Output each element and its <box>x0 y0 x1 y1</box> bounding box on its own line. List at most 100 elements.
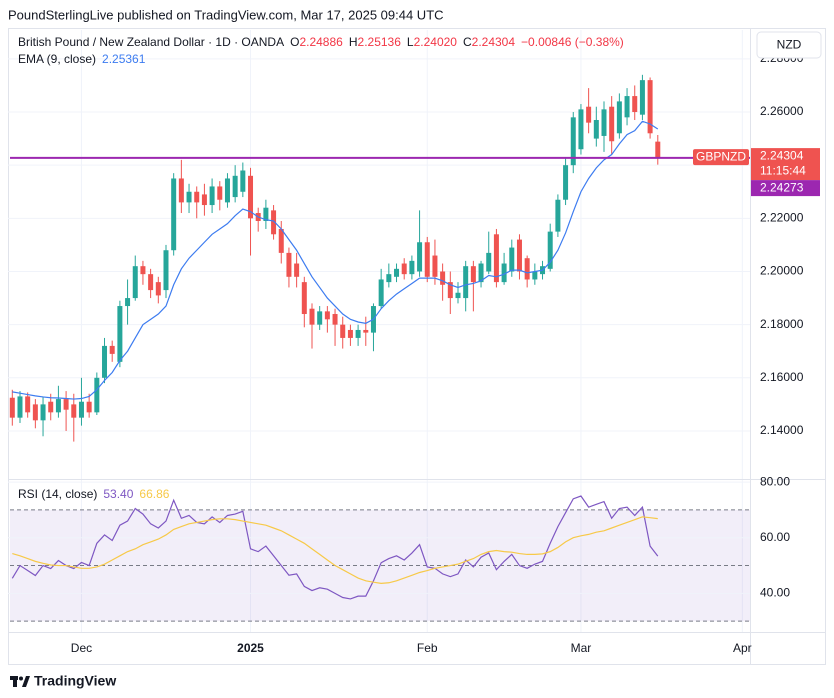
symbol-tag <box>693 149 749 166</box>
candle-body <box>25 396 31 413</box>
ema-line <box>12 120 659 400</box>
candle-body <box>232 175 238 198</box>
ohlc-key: C <box>463 35 472 49</box>
candle-body <box>186 191 192 203</box>
candle-body <box>655 141 661 158</box>
candle-body <box>286 252 292 277</box>
rsi-value: 66.86 <box>139 487 169 501</box>
candle-body <box>201 194 207 206</box>
candle-body <box>171 178 177 251</box>
candle-body <box>401 263 407 275</box>
candle-body <box>363 329 369 333</box>
candle-body <box>593 119 599 139</box>
candle-body <box>148 274 154 291</box>
candle-body <box>324 311 330 320</box>
candle-body <box>78 401 84 418</box>
candle-body <box>555 199 561 232</box>
symbol-tag-label: GBPNZD <box>696 149 746 163</box>
price-tag <box>751 148 820 181</box>
candle-body <box>94 377 100 413</box>
legend-line: British Pound / New Zealand Dollar · 1D … <box>18 35 624 49</box>
ohlc-key: L <box>407 35 414 49</box>
candle-body <box>440 271 446 285</box>
candle-body <box>71 404 77 418</box>
ema-legend: EMA (9, close) 2.25361 <box>18 52 146 66</box>
price-tag-label: 2.24304 <box>760 148 804 162</box>
x-tick-label: Feb <box>417 641 438 655</box>
candle-body <box>9 397 15 418</box>
x-tick-label: Mar <box>571 641 592 655</box>
candle-body <box>224 178 230 203</box>
candle-body <box>563 165 569 200</box>
currency-button[interactable] <box>756 31 822 59</box>
candle-body <box>317 311 323 325</box>
candle-body <box>248 175 254 219</box>
change-label: −0.00846 (−0.38%) <box>521 35 624 49</box>
candle-body <box>394 268 400 277</box>
tradingview-logo <box>10 676 30 687</box>
rsi-line <box>12 516 658 584</box>
mark-layer <box>9 74 750 600</box>
x-tick-label: 2025 <box>237 641 264 655</box>
countdown-label: 11:15:44 <box>760 163 806 177</box>
ema-name: EMA (9, close) <box>18 52 96 66</box>
hline-tag-label: 2.24273 <box>760 180 804 194</box>
candle-body <box>447 282 453 299</box>
candle-body <box>332 314 338 325</box>
candle-body <box>140 266 146 275</box>
candle-body <box>48 401 54 413</box>
candle-body <box>647 80 653 134</box>
ohlc-key: H <box>349 35 358 49</box>
ohlc-key: O <box>290 35 299 49</box>
ohlc-value: 2.25136 <box>358 35 402 49</box>
ohlc-value: 2.24020 <box>414 35 458 49</box>
candle-body <box>463 266 469 299</box>
candle-body <box>524 258 530 280</box>
symbol-title: British Pound / New Zealand Dollar · 1D … <box>18 35 284 49</box>
ohlc-value: 2.24304 <box>472 35 516 49</box>
x-tick-label: Dec <box>71 641 92 655</box>
candle-body <box>209 186 215 206</box>
candle-body <box>586 106 592 123</box>
candle-body <box>516 239 522 272</box>
candle-body <box>432 255 438 277</box>
candle-body <box>378 279 384 307</box>
candle-body <box>570 117 576 166</box>
candle-body <box>240 170 246 192</box>
candle-body <box>109 345 115 354</box>
candle-body <box>486 252 492 272</box>
candle-body <box>40 404 46 421</box>
legend-layer: British Pound / New Zealand Dollar · 1D … <box>18 35 624 501</box>
candle-body <box>294 263 300 277</box>
candle-body <box>493 234 499 283</box>
y-tick-label: 2.26000 <box>760 104 804 118</box>
candle-body <box>178 178 184 203</box>
axis-layer: 2.140002.160002.180002.200002.220002.240… <box>71 51 820 655</box>
rsi-legend: RSI (14, close) 53.40 66.86 <box>18 487 170 501</box>
rsi-value: 53.40 <box>103 487 133 501</box>
y-tick-label: 80.00 <box>760 474 790 488</box>
publisher-line: PoundSterlingLive published on TradingVi… <box>8 7 444 22</box>
candle-body <box>86 401 92 413</box>
y-tick-label: 2.14000 <box>760 423 804 437</box>
candle-body <box>409 260 415 275</box>
candle-body <box>340 324 346 338</box>
candle-body <box>632 96 638 113</box>
candle-body <box>309 308 315 325</box>
y-tick-label: 2.20000 <box>760 264 804 278</box>
candle-body <box>509 247 515 272</box>
candle-body <box>163 250 169 291</box>
candle-body <box>578 109 584 150</box>
rsi-line <box>11 495 659 600</box>
candle-body <box>217 186 223 200</box>
candle-body <box>470 266 476 283</box>
ohlc-value: 2.24886 <box>299 35 343 49</box>
candle-body <box>424 242 430 277</box>
rsi-title: RSI (14, close) <box>18 487 97 501</box>
candle-body <box>194 191 200 203</box>
chart-frame <box>8 28 826 665</box>
candle-body <box>501 263 507 283</box>
hline-tag <box>751 180 820 197</box>
candle-body <box>347 329 353 338</box>
